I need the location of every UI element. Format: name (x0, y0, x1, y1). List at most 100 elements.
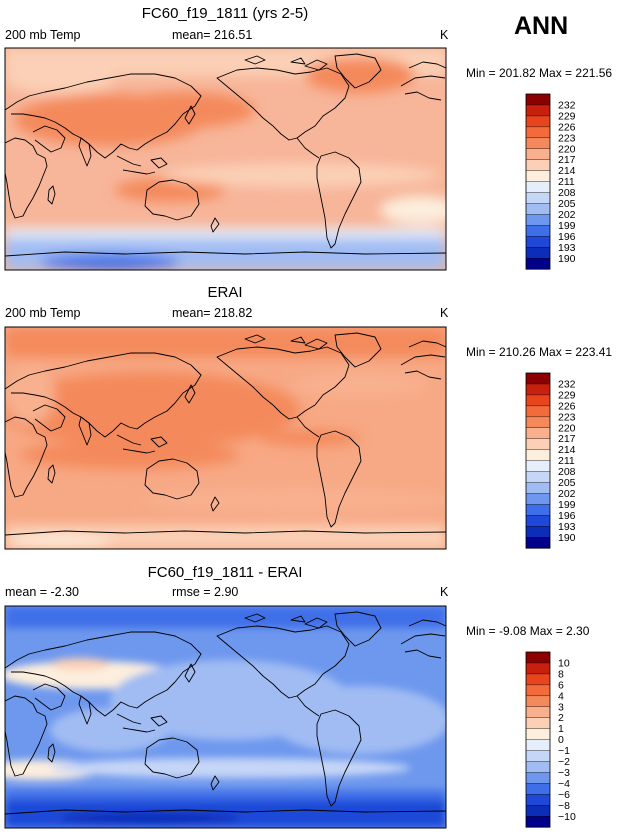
colorbar-tick-label: 223 (558, 411, 576, 423)
panel-1-variable-label: 200 mb Temp (5, 28, 81, 42)
colorbar-swatch (526, 482, 550, 494)
colorbar-tick-label: 1 (558, 723, 564, 735)
colorbar-swatch (526, 181, 550, 193)
colorbar-tick-label: 193 (558, 242, 576, 254)
colorbar-swatch (526, 383, 550, 396)
panel-1-minmax: Min = 201.82 Max = 221.56 (466, 66, 613, 80)
panel-2-variable-label: 200 mb Temp (5, 306, 81, 320)
colorbar-swatch (526, 794, 550, 806)
colorbar-tick-label: 208 (558, 466, 576, 478)
colorbar-tick-label: 220 (558, 143, 576, 155)
colorbar-swatch (526, 772, 550, 784)
colorbar-tick-label: 226 (558, 121, 576, 133)
colorbar-swatch (526, 438, 550, 450)
colorbar-swatch (526, 471, 550, 483)
panel-1-map (4, 47, 447, 271)
colorbar-swatch (526, 652, 550, 664)
colorbar-swatch (526, 515, 550, 527)
panel-2-minmax: Min = 210.26 Max = 223.41 (466, 345, 613, 359)
colorbar-swatch (526, 373, 550, 385)
panel-2-mean-label: mean= 218.82 (172, 306, 253, 320)
panel-2-map (4, 326, 447, 550)
colorbar-swatch (526, 225, 550, 237)
colorbar-swatch (526, 706, 550, 718)
panel-1-mean-label: mean= 216.51 (172, 28, 253, 42)
colorbar-tick-label: 196 (558, 510, 576, 522)
colorbar-tick-label: 229 (558, 110, 576, 122)
colorbar-tick-label: 211 (558, 176, 575, 188)
colorbar-swatch (526, 203, 550, 215)
colorbar-swatch (526, 783, 550, 795)
colorbar-swatch (526, 717, 550, 729)
colorbar-swatch (526, 94, 550, 106)
colorbar-swatch (526, 214, 550, 226)
colorbar-tick-label: −6 (558, 789, 570, 801)
colorbar-tick-label: −1 (558, 745, 570, 757)
colorbar-tick-label: 8 (558, 668, 564, 680)
colorbar-tick-label: −4 (558, 778, 570, 790)
colorbar-swatch (526, 673, 550, 686)
panel-2-colorbar: 2322292262232202172142112082052021991961… (525, 372, 576, 549)
panel-3-rmse-label: rmse = 2.90 (172, 585, 239, 599)
colorbar-tick-label: 205 (558, 477, 576, 489)
colorbar-swatch (526, 192, 550, 204)
colorbar-swatch (526, 750, 550, 762)
colorbar-tick-label: 223 (558, 132, 576, 144)
colorbar-tick-label: 2 (558, 712, 564, 724)
colorbar-swatch (526, 258, 550, 270)
colorbar-swatch (526, 728, 550, 740)
colorbar-tick-label: 6 (558, 679, 564, 691)
panel-1-colorbar: 2322292262232202172142112082052021991961… (525, 93, 576, 270)
colorbar-tick-label: 220 (558, 422, 576, 434)
colorbar-tick-label: 232 (558, 378, 576, 390)
colorbar-swatch (526, 662, 550, 675)
colorbar-tick-label: 217 (558, 154, 576, 166)
colorbar-tick-label: 232 (558, 99, 576, 111)
colorbar-swatch (526, 416, 550, 429)
panel-2-units: K (440, 306, 449, 320)
colorbar-swatch (526, 695, 550, 708)
colorbar-swatch (526, 247, 550, 259)
colorbar-tick-label: 4 (558, 690, 564, 702)
colorbar-swatch (526, 493, 550, 505)
colorbar-swatch (526, 805, 550, 817)
colorbar-swatch (526, 126, 550, 139)
colorbar-swatch (526, 148, 550, 160)
colorbar-swatch (526, 115, 550, 128)
panel-1-title: FC60_f19_1811 (yrs 2-5) (141, 5, 309, 22)
colorbar-tick-label: 0 (558, 734, 564, 746)
panel-3-minmax: Min = -9.08 Max = 2.30 (466, 624, 590, 638)
panel-3-units: K (440, 585, 449, 599)
colorbar-swatch (526, 761, 550, 773)
panel-3-mean-label: mean = -2.30 (5, 585, 80, 599)
colorbar-swatch (526, 159, 550, 171)
colorbar-tick-label: 214 (558, 444, 576, 456)
colorbar-tick-label: 196 (558, 231, 576, 243)
colorbar-swatch (526, 504, 550, 516)
colorbar-swatch (526, 449, 550, 461)
colorbar-swatch (526, 739, 550, 751)
colorbar-tick-label: 190 (558, 253, 576, 265)
colorbar-tick-label: 211 (558, 455, 575, 467)
colorbar-tick-label: −8 (558, 800, 570, 812)
colorbar-tick-label: 229 (558, 389, 576, 401)
colorbar-tick-label: −3 (558, 767, 570, 779)
colorbar-tick-label: 214 (558, 165, 576, 177)
panel-3-map (4, 605, 447, 829)
colorbar-tick-label: 202 (558, 488, 576, 500)
colorbar-tick-label: 190 (558, 532, 576, 544)
colorbar-swatch (526, 460, 550, 472)
season-label: ANN (514, 12, 569, 40)
colorbar-tick-label: 193 (558, 521, 576, 533)
colorbar-tick-label: 10 (558, 657, 570, 669)
colorbar-swatch (526, 236, 550, 248)
colorbar-tick-label: 208 (558, 187, 576, 199)
colorbar-swatch (526, 816, 550, 828)
colorbar-tick-label: 226 (558, 400, 576, 412)
colorbar-tick-label: 199 (558, 220, 576, 232)
colorbar-swatch (526, 427, 550, 439)
colorbar-tick-label: −10 (558, 811, 576, 823)
colorbar-swatch (526, 137, 550, 150)
colorbar-tick-label: −2 (558, 756, 570, 768)
